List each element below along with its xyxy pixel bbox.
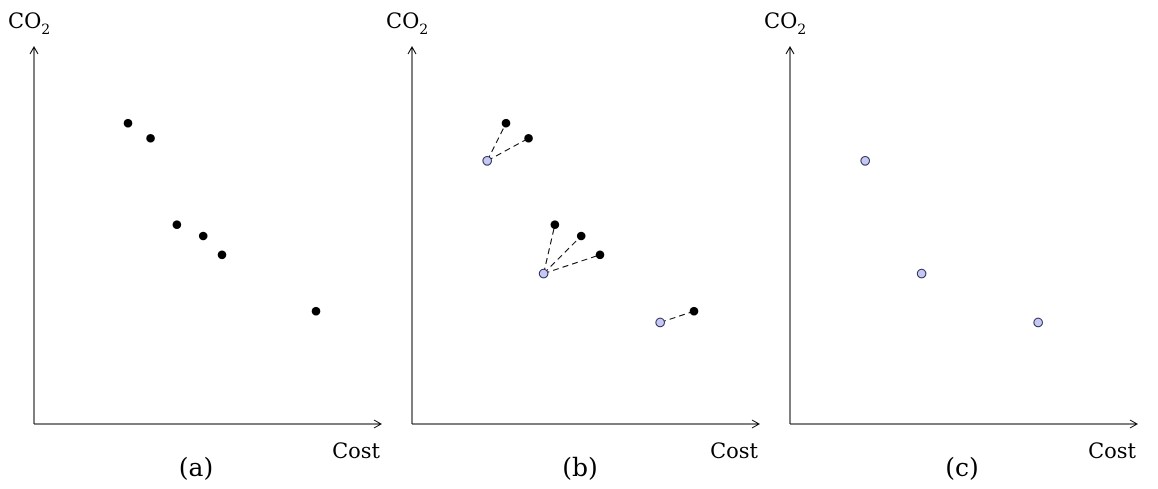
data-points — [123, 118, 321, 316]
cluster-link — [543, 235, 582, 274]
representative-point — [655, 317, 665, 328]
data-point — [217, 250, 227, 260]
data-point — [123, 118, 133, 128]
cluster-link — [660, 310, 695, 323]
data-point — [524, 133, 533, 143]
panel-caption: (b) — [562, 453, 598, 482]
data-point — [172, 220, 182, 230]
representative-point — [1033, 317, 1043, 328]
panel-caption: (a) — [179, 453, 213, 482]
data-point — [311, 306, 321, 316]
panel-a: CO2 Cost (a) — [8, 9, 383, 482]
panel-caption: (c) — [945, 453, 979, 482]
data-points — [860, 156, 1043, 328]
panel-c: CO2 Cost (c) — [764, 9, 1139, 482]
representative-point — [860, 156, 870, 166]
x-axis-label: Cost — [710, 439, 758, 463]
data-point — [595, 250, 605, 260]
panel-b: CO2 Cost (b) — [386, 9, 761, 482]
representative-point — [916, 268, 927, 279]
data-points — [482, 118, 699, 328]
data-point — [576, 231, 586, 241]
data-point — [501, 118, 511, 128]
representative-point — [482, 156, 492, 166]
cluster-link — [543, 224, 556, 274]
cluster-link — [543, 254, 601, 275]
cluster-link — [486, 137, 529, 162]
data-point — [146, 133, 155, 143]
y-axis-label: CO2 — [764, 9, 806, 38]
cluster-link — [486, 122, 507, 162]
x-axis-label: Cost — [332, 439, 380, 463]
data-point — [689, 306, 699, 316]
data-point — [550, 220, 560, 230]
representative-point — [538, 268, 549, 279]
cluster-links — [486, 122, 695, 323]
y-axis-label: CO2 — [8, 9, 50, 38]
x-axis-label: Cost — [1088, 439, 1136, 463]
data-point — [198, 231, 208, 241]
y-axis-label: CO2 — [386, 9, 428, 38]
